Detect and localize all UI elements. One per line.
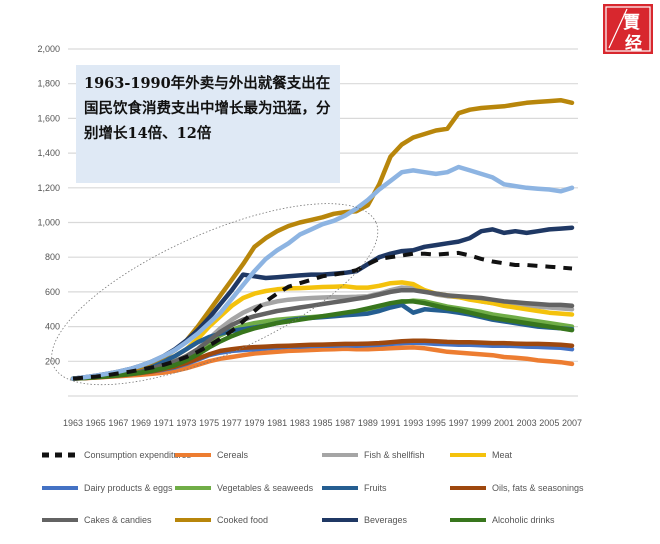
x-tick-label: 1983 [290,418,310,428]
legend-label: Cakes & candies [84,515,152,525]
series-lines [70,97,575,381]
annotation-text: 1963-1990年外卖与外出就餐支出在国民饮食消费支出中增长最为迅猛，分别增长… [84,75,331,142]
series-line-cereals [70,345,575,381]
y-tick-label: 800 [45,252,60,262]
y-tick-label: 1,000 [37,218,60,228]
y-tick-label: 1,400 [37,148,60,158]
y-tick-label: 400 [45,322,60,332]
legend-label: Cooked food [217,515,268,525]
x-tick-label: 2001 [494,418,514,428]
annotation-box: 1963-1990年外卖与外出就餐支出在国民饮食消费支出中增长最为迅猛，分别增长… [76,65,340,183]
x-tick-label: 1999 [471,418,491,428]
legend-label: Alcoholic drinks [492,515,555,525]
legend-item: Cereals [175,450,249,460]
legend-item: Meat [450,450,513,460]
x-tick-label: 1987 [335,418,355,428]
legend-label: Oils, fats & seasonings [492,483,584,493]
x-tick-label: 2005 [539,418,559,428]
x-tick-label: 1981 [267,418,287,428]
legend-label: Meat [492,450,513,460]
x-tick-label: 1995 [426,418,446,428]
series-line-unlabeled [70,164,575,381]
x-axis: 1963 1965 1967 1969 1971 1973 1975 1977 1979 1981… [63,418,582,428]
legend-item: Consumption expenditures [42,450,192,460]
x-tick-label: 1997 [449,418,469,428]
y-axis: 2004006008001,0001,2001,4001,6001,8002,0… [37,44,60,366]
series-line-alcoholic-drinks [70,299,575,381]
x-tick-label: 1993 [403,418,423,428]
legend-item: Cakes & candies [42,515,152,525]
legend-label: Dairy products & eggs [84,483,173,493]
logo-glyph-bottom: 经 [625,34,642,54]
y-tick-label: 600 [45,287,60,297]
legend-label: Fruits [364,483,387,493]
x-tick-label: 1975 [199,418,219,428]
series-line-cakes-candies [70,287,575,381]
x-tick-label: 1967 [108,418,128,428]
x-tick-label: 1985 [312,418,332,428]
highlight-ellipse [51,203,379,386]
logo-glyph-top: 賈 [623,13,640,33]
legend-item: Fish & shellfish [322,450,425,460]
legend-item: Fruits [322,483,387,493]
legend-label: Fish & shellfish [364,450,425,460]
x-tick-label: 1991 [381,418,401,428]
legend-label: Consumption expenditures [84,450,192,460]
x-tick-label: 1969 [131,418,151,428]
x-tick-label: 2007 [562,418,582,428]
x-tick-label: 2003 [517,418,537,428]
legend: Consumption expenditures Cereals Fish & sh… [42,450,584,525]
brand-logo: 賈 经 [603,4,653,54]
legend-item: Alcoholic drinks [450,515,555,525]
legend-item: Vegetables & seaweeds [175,483,314,493]
y-tick-label: 1,200 [37,183,60,193]
y-tick-label: 1,800 [37,79,60,89]
y-tick-label: 1,600 [37,113,60,123]
x-tick-label: 1977 [222,418,242,428]
legend-label: Vegetables & seaweeds [217,483,314,493]
legend-item: Beverages [322,515,408,525]
legend-label: Cereals [217,450,249,460]
x-tick-label: 1973 [176,418,196,428]
x-tick-label: 1971 [154,418,174,428]
legend-label: Beverages [364,515,408,525]
highlight-ellipse-shape [51,203,379,386]
legend-item: Oils, fats & seasonings [450,483,584,493]
x-tick-label: 1989 [358,418,378,428]
x-tick-label: 1965 [86,418,106,428]
x-tick-label: 1963 [63,418,83,428]
x-tick-label: 1979 [244,418,264,428]
legend-item: Cooked food [175,515,268,525]
series-line-consumption-expenditures [72,250,573,381]
y-tick-label: 2,000 [37,44,60,54]
logo-frame-icon [605,6,651,52]
legend-item: Dairy products & eggs [42,483,173,493]
